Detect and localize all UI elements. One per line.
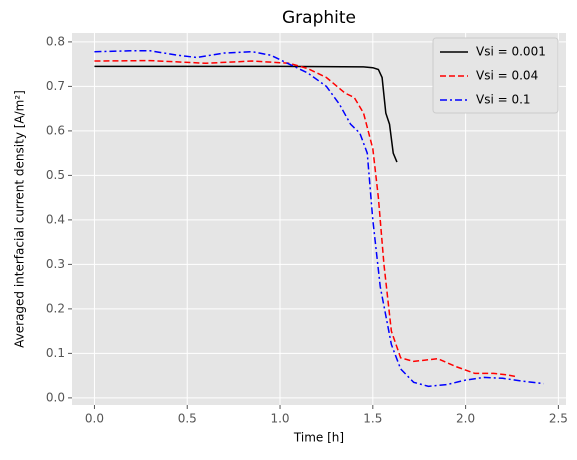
x-tick-label: 0.0 — [85, 412, 104, 426]
chart-title: Graphite — [282, 8, 356, 28]
x-tick-label: 1.5 — [363, 412, 382, 426]
y-tick-label: 0.3 — [46, 257, 65, 271]
y-tick-label: 0.2 — [46, 301, 65, 315]
legend-label: Vsi = 0.1 — [476, 93, 531, 107]
data-line — [94, 59, 516, 378]
legend-label: Vsi = 0.04 — [476, 69, 538, 83]
y-tick-label: 0.5 — [46, 168, 65, 182]
y-tick-label: 0.6 — [46, 123, 65, 137]
y-tick-label: 0.7 — [46, 79, 65, 93]
x-axis-label: Time [h] — [293, 431, 344, 445]
data-line — [94, 65, 398, 163]
lines — [94, 50, 544, 388]
y-tick-label: 0.4 — [46, 212, 65, 226]
x-tick-label: 2.5 — [549, 412, 568, 426]
y-tick-label: 0.0 — [46, 390, 65, 404]
y-axis-label: Averaged interfacial current density [A/… — [13, 90, 27, 348]
data-line — [94, 50, 544, 388]
y-tick-label: 0.8 — [46, 34, 65, 48]
x-tick-label: 0.5 — [178, 412, 197, 426]
legend: Vsi = 0.001 Vsi = 0.04 Vsi = 0.1 — [432, 37, 559, 114]
y-tick-label: 0.1 — [46, 346, 65, 360]
legend-box — [432, 37, 559, 114]
x-tick-label: 2.0 — [456, 412, 475, 426]
legend-label: Vsi = 0.001 — [476, 45, 546, 59]
x-tick-label: 1.0 — [270, 412, 289, 426]
